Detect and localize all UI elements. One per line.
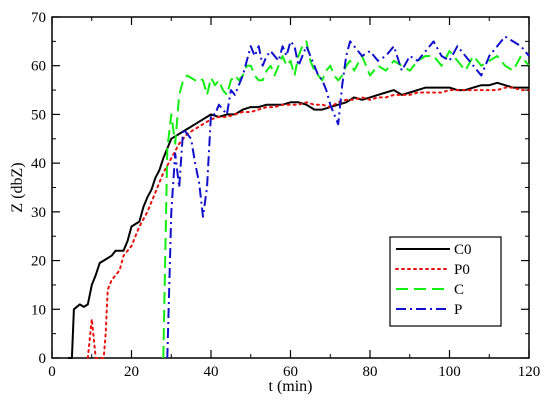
legend-label-c0: C0: [454, 242, 472, 258]
x-tick-label: 80: [363, 364, 378, 380]
y-axis-label: Z (dbZ): [9, 162, 26, 212]
y-tick-label: 0: [39, 351, 47, 367]
y-tick-label: 30: [31, 205, 46, 221]
x-tick-label: 0: [48, 364, 56, 380]
x-tick-label: 120: [518, 364, 541, 380]
series-layer: [67, 35, 530, 359]
x-tick-label: 100: [438, 364, 461, 380]
legend-label-p0: P0: [454, 262, 470, 278]
x-axis-label: t (min): [269, 378, 313, 395]
x-tick-label: 20: [124, 364, 139, 380]
legend: C0 P0 CP: [389, 236, 502, 327]
legend-box: [389, 236, 502, 327]
y-tick-label: 10: [31, 302, 46, 318]
y-tick-label: 40: [31, 156, 46, 172]
legend-label-p: P: [454, 302, 462, 318]
x-tick-label: 60: [283, 364, 298, 380]
x-tick-label: 40: [204, 364, 219, 380]
axis-ticks: 0 20 40 60 80 100 120 0 10 20 30 40 50 60 70: [31, 10, 540, 380]
y-tick-label: 20: [31, 254, 46, 270]
y-tick-label: 50: [31, 107, 46, 123]
series-line-c0: [67, 81, 529, 359]
series-line-p0: [86, 86, 530, 359]
y-tick-label: 60: [31, 59, 46, 75]
series-line-c: [162, 40, 530, 359]
legend-label-c: C: [454, 282, 464, 298]
y-tick-label: 70: [31, 10, 46, 26]
series-line-p: [166, 35, 530, 359]
